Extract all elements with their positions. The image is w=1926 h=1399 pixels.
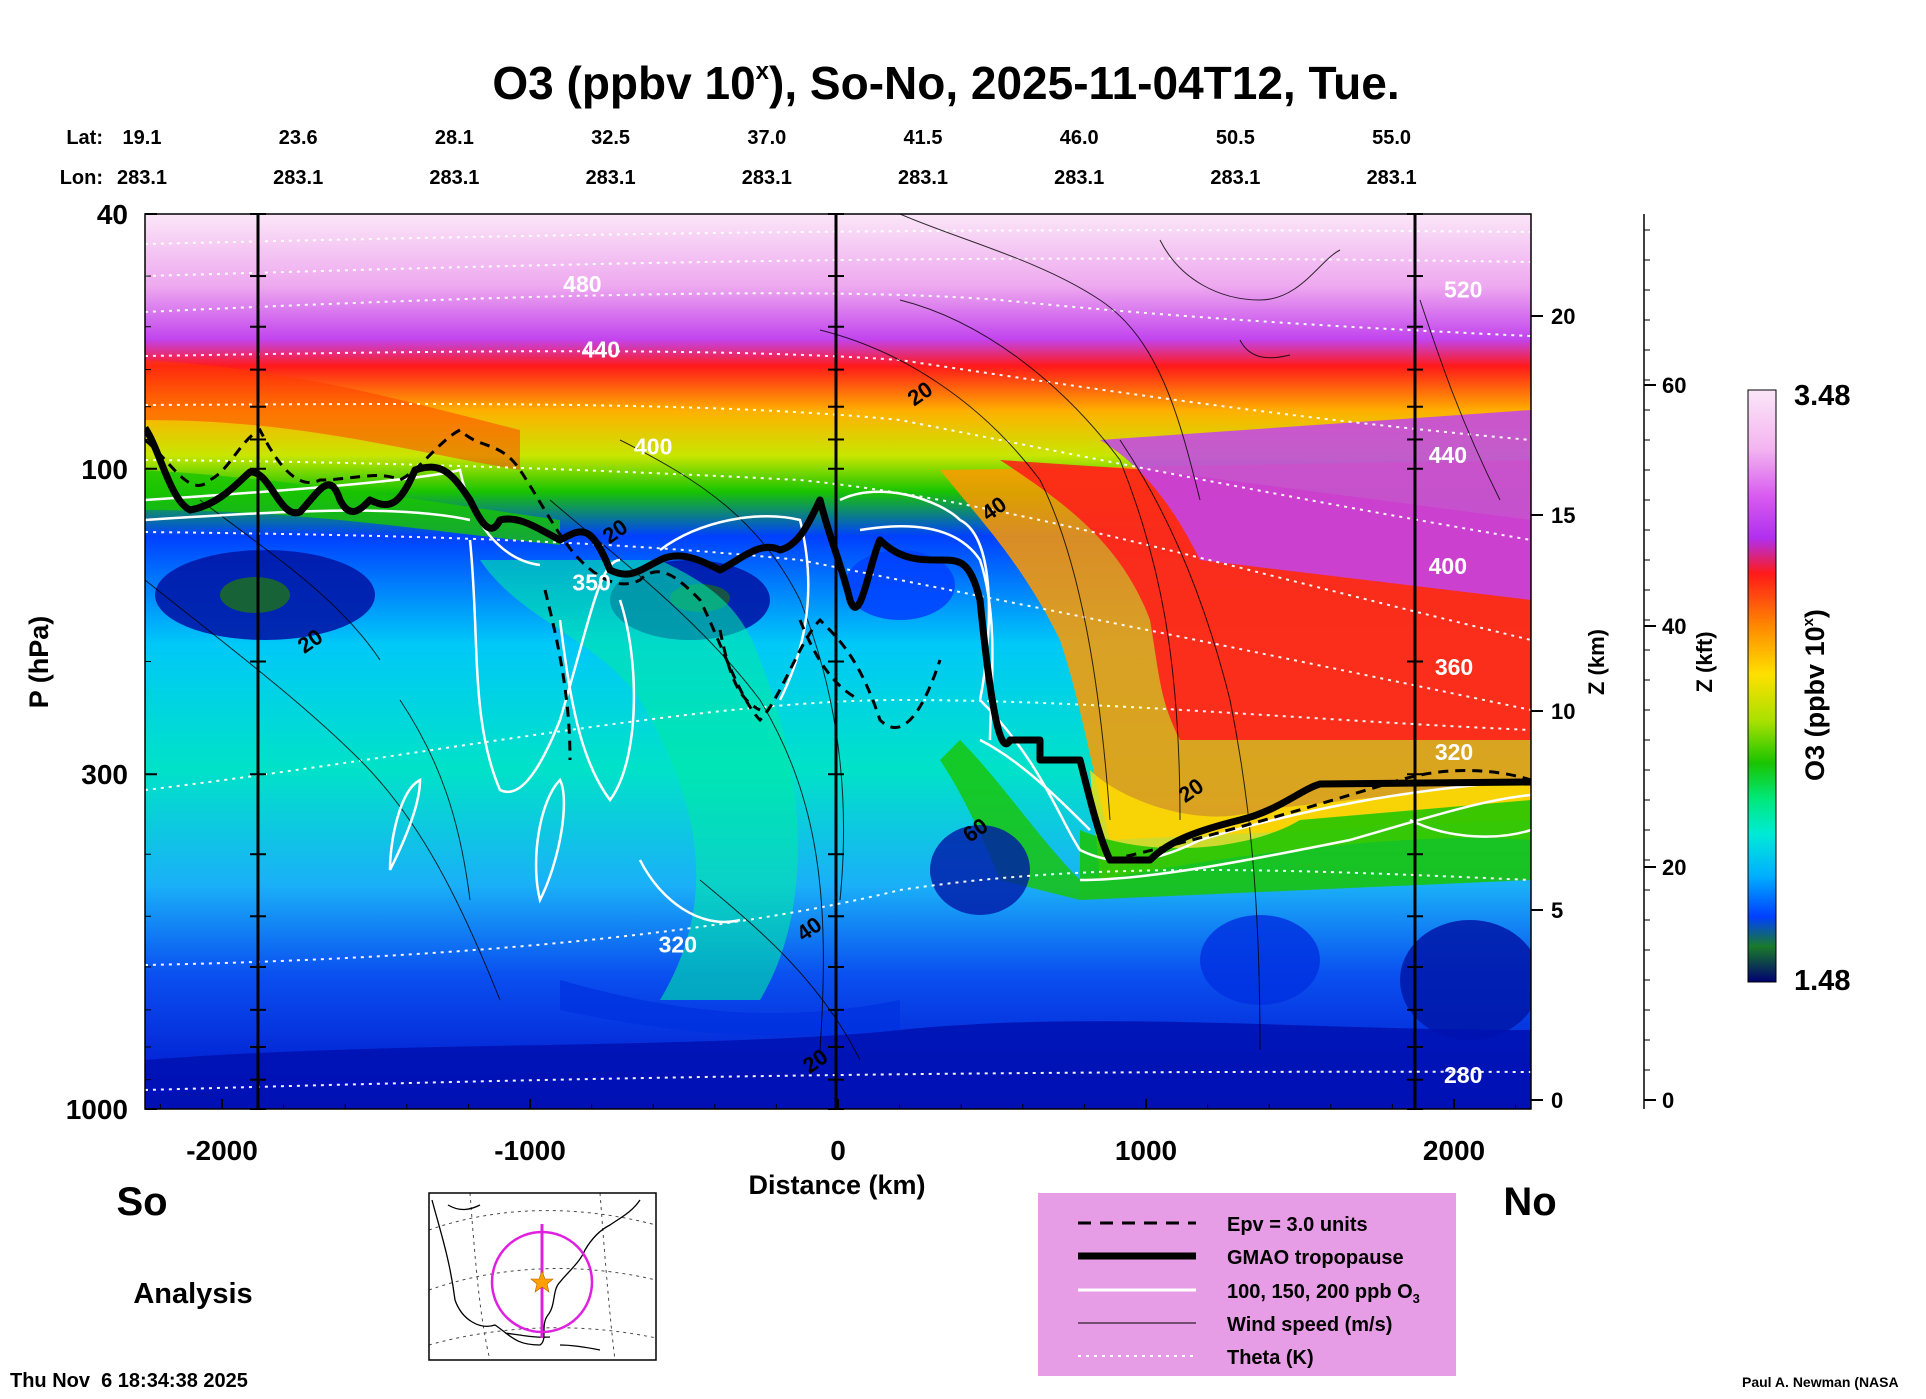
- legend-epv: Epv = 3.0 units: [1227, 1214, 1368, 1236]
- legend-wind: Wind speed (m/s): [1227, 1314, 1392, 1336]
- x-tick-label: -2000: [186, 1135, 258, 1166]
- y-axis-label: P (hPa): [24, 616, 54, 709]
- theta-contour-label: 400: [634, 434, 672, 460]
- x-axis-label: Distance (km): [748, 1170, 925, 1200]
- zkft-tick-label: 40: [1662, 614, 1686, 639]
- lon-value: 283.1: [273, 167, 323, 189]
- north-label: No: [1503, 1180, 1556, 1224]
- theta-contour-label: 520: [1444, 276, 1482, 302]
- zkm-tick-label: 10: [1551, 699, 1575, 724]
- theta-contour-label: 360: [1435, 654, 1473, 680]
- lon-label: Lon:: [60, 167, 103, 189]
- tropopause-line: [145, 426, 1531, 864]
- credit: Paul A. Newman (NASA: [1742, 1374, 1899, 1390]
- lat-value: 23.6: [279, 127, 318, 149]
- x-tick-label: 2000: [1423, 1135, 1485, 1166]
- theta-contour-label: 320: [659, 932, 697, 958]
- theta-contour-label: 350: [572, 570, 610, 596]
- chart-title: O3 (ppbv 10x), So-No, 2025-11-04T12, Tue…: [492, 57, 1399, 109]
- theta-contour-label: 480: [563, 271, 601, 297]
- zkm-tick-label: 5: [1551, 898, 1563, 923]
- lon-value: 283.1: [1367, 167, 1417, 189]
- lon-value: 283.1: [117, 167, 167, 189]
- lon-value: 283.1: [429, 167, 479, 189]
- lat-label: Lat:: [66, 127, 103, 149]
- zkft-axis-label: Z (kft): [1692, 631, 1717, 692]
- colorbar-min: 1.48: [1794, 965, 1850, 997]
- zkm-axis-label: Z (km): [1584, 629, 1609, 695]
- legend: Epv = 3.0 units GMAO tropopause 100, 150…: [1038, 1193, 1456, 1376]
- lat-value: 50.5: [1216, 127, 1255, 149]
- inset-map: [428, 1192, 657, 1361]
- lon-value: 283.1: [1054, 167, 1104, 189]
- legend-theta: Theta (K): [1227, 1347, 1314, 1369]
- x-tick-label: -1000: [494, 1135, 566, 1166]
- zkft-tick-label: 20: [1662, 855, 1686, 880]
- lat-value: 46.0: [1060, 127, 1099, 149]
- lon-value: 283.1: [1210, 167, 1260, 189]
- legend-ozone: 100, 150, 200 ppb O3: [1227, 1281, 1420, 1306]
- y-tick-label: 40: [97, 199, 128, 230]
- analysis-label: Analysis: [133, 1278, 252, 1310]
- colorbar-max: 3.48: [1794, 380, 1850, 412]
- y-tick-label: 300: [81, 759, 128, 790]
- zkft-tick-label: 60: [1662, 373, 1686, 398]
- south-label: So: [116, 1180, 167, 1224]
- lon-value: 283.1: [898, 167, 948, 189]
- lat-value: 41.5: [904, 127, 943, 149]
- zkft-tick-label: 0: [1662, 1088, 1674, 1113]
- zkm-tick-label: 15: [1551, 503, 1575, 528]
- colorbar: [1747, 389, 1777, 983]
- y-tick-label: 100: [81, 454, 128, 485]
- theta-contour-label: 280: [1444, 1062, 1482, 1088]
- theta-contour-label: 320: [1435, 739, 1473, 765]
- lat-value: 19.1: [123, 127, 162, 149]
- zkm-tick-label: 20: [1551, 304, 1575, 329]
- lon-value: 283.1: [586, 167, 636, 189]
- lat-value: 28.1: [435, 127, 474, 149]
- lon-value: 283.1: [742, 167, 792, 189]
- colorbar-label: O3 (ppbv 10x): [1800, 609, 1830, 781]
- y-tick-label: 1000: [66, 1094, 128, 1125]
- x-tick-label: 1000: [1115, 1135, 1177, 1166]
- lat-value: 37.0: [747, 127, 786, 149]
- theta-contour-label: 440: [582, 336, 620, 362]
- legend-tropopause: GMAO tropopause: [1227, 1247, 1404, 1269]
- lat-value: 32.5: [591, 127, 630, 149]
- lat-value: 55.0: [1372, 127, 1411, 149]
- x-tick-label: 0: [830, 1135, 846, 1166]
- theta-contour-label: 440: [1429, 442, 1467, 468]
- zkm-tick-label: 0: [1551, 1088, 1563, 1113]
- theta-contour-label: 400: [1429, 553, 1467, 579]
- coastline: [431, 1199, 641, 1351]
- timestamp: Thu Nov 6 18:34:38 2025: [10, 1370, 248, 1392]
- inset-star-icon: [530, 1270, 554, 1293]
